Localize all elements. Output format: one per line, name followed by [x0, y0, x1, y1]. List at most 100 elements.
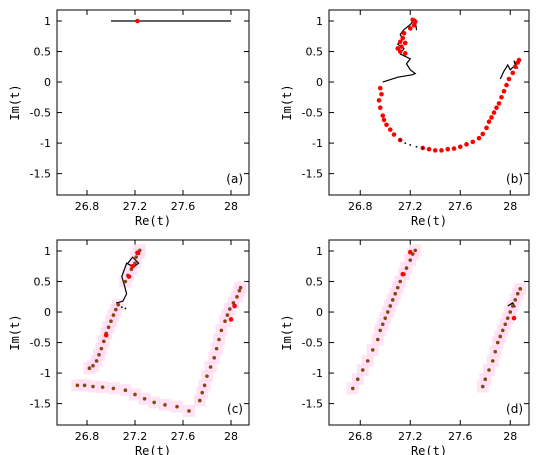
plot-frame: [328, 239, 530, 426]
data-point: [238, 285, 243, 290]
data-point: [413, 248, 418, 253]
x-tick-label: 28: [503, 430, 517, 443]
data-point: [407, 249, 413, 255]
data-point: [408, 258, 413, 262]
data-point: [111, 313, 116, 317]
data-point: [504, 82, 509, 88]
y-tick-label: 0.5: [306, 276, 324, 289]
data-point: [457, 144, 463, 150]
data-point: [208, 365, 213, 369]
data-point: [235, 294, 239, 299]
data-point: [237, 288, 242, 293]
data-point: [97, 352, 101, 357]
data-point: [163, 403, 167, 407]
y-tick-label: -0.5: [302, 107, 323, 120]
data-point: [103, 332, 109, 338]
data-point: [200, 390, 204, 395]
data-point: [505, 316, 510, 320]
data-point: [445, 146, 451, 152]
y-axis-label: Im(t): [8, 314, 22, 350]
x-tick-label: 26.8: [75, 430, 100, 443]
y-tick-label: 0: [44, 76, 51, 89]
x-axis-label: Re(t): [135, 214, 171, 228]
x-tick-label: 28: [224, 200, 238, 213]
plot-frame: [56, 239, 250, 426]
data-point: [232, 303, 237, 309]
data-point: [464, 142, 469, 147]
data-point: [134, 255, 138, 259]
data-point: [513, 298, 518, 302]
y-axis-label: Im(t): [8, 84, 22, 120]
data-point: [82, 383, 87, 388]
panel-label: (d): [506, 402, 523, 416]
y-tick-label: 0.5: [34, 276, 52, 289]
data-point: [486, 119, 492, 125]
data-point: [384, 122, 389, 128]
data-point: [397, 49, 403, 54]
data-point: [402, 40, 408, 46]
data-point: [109, 319, 113, 324]
data-point: [496, 101, 502, 106]
trajectory-dot: [415, 145, 418, 148]
trajectory-dot: [404, 142, 407, 145]
panel-label: (b): [506, 172, 523, 186]
data-point: [439, 148, 444, 153]
x-axis-label: Re(t): [135, 444, 171, 455]
panel-c: 26.8 27.2 27.6 28 1 0.5 0 -0.5 -1 -1.5 Re(t) Im(t) (…: [8, 239, 250, 455]
data-point: [102, 339, 106, 344]
data-area: [346, 244, 527, 395]
x-tick-label: 27.2: [398, 430, 423, 443]
trajectory-line: [116, 256, 140, 304]
data-point: [99, 346, 104, 351]
data-point: [501, 88, 507, 94]
data-point: [494, 105, 499, 110]
y-tick-label: 1: [316, 245, 323, 258]
x-axis-label: Re(t): [411, 214, 447, 228]
x-tick-label: 27.6: [171, 430, 196, 443]
y-tick-label: 0: [316, 76, 323, 89]
data-point: [377, 105, 383, 110]
y-axis-label: Im(t): [280, 84, 294, 120]
x-tick-label: 26.8: [348, 200, 373, 213]
trajectory-line: [499, 60, 519, 80]
panel-d: 26.8 27.2 27.6 28 1 0.5 0 -0.5 -1 -1.5 Re(t) Im(t) (…: [280, 239, 530, 455]
data-point: [407, 26, 413, 31]
data-point: [432, 148, 438, 153]
data-point: [516, 57, 522, 63]
data-point: [451, 146, 457, 151]
data-point: [225, 313, 230, 317]
data-point: [212, 356, 216, 360]
data-point: [411, 22, 417, 28]
y-tick-label: -1: [312, 367, 323, 380]
data-point: [114, 307, 118, 312]
x-tick-label: 27.2: [398, 200, 423, 213]
data-point: [217, 337, 221, 342]
y-tick-label: -1: [312, 137, 323, 150]
panel-label: (a): [226, 172, 243, 186]
trajectory-dot: [120, 306, 123, 309]
trajectory-line: [382, 29, 417, 83]
data-point: [385, 310, 390, 314]
data-point: [400, 35, 406, 41]
data-point: [152, 400, 156, 405]
y-tick-label: 0.5: [34, 46, 52, 59]
data-point: [202, 383, 207, 388]
panel-a: 26.8 27.2 27.6 28 1 0.5 0 -0.5 -1 -1.5 Re(t) Im(t) (…: [8, 9, 250, 228]
data-point: [135, 250, 140, 256]
data-point: [480, 384, 485, 389]
data-area: [376, 17, 522, 153]
panel-b: 26.8 27.2 27.6 28 1 0.5 0 -0.5 -1 -1.5 Re(t) Im(t) (…: [280, 9, 530, 228]
x-tick-label: 28: [224, 430, 238, 443]
data-point: [495, 340, 500, 345]
data-point: [187, 409, 191, 413]
y-tick-label: 0.5: [306, 46, 324, 59]
trajectory-dot: [124, 307, 127, 310]
data-point: [380, 322, 385, 327]
data-point: [511, 315, 517, 321]
data-point: [126, 274, 132, 279]
data-point: [383, 316, 388, 320]
y-tick-label: -1: [40, 367, 51, 380]
data-point: [360, 368, 365, 372]
data-point: [489, 115, 494, 120]
